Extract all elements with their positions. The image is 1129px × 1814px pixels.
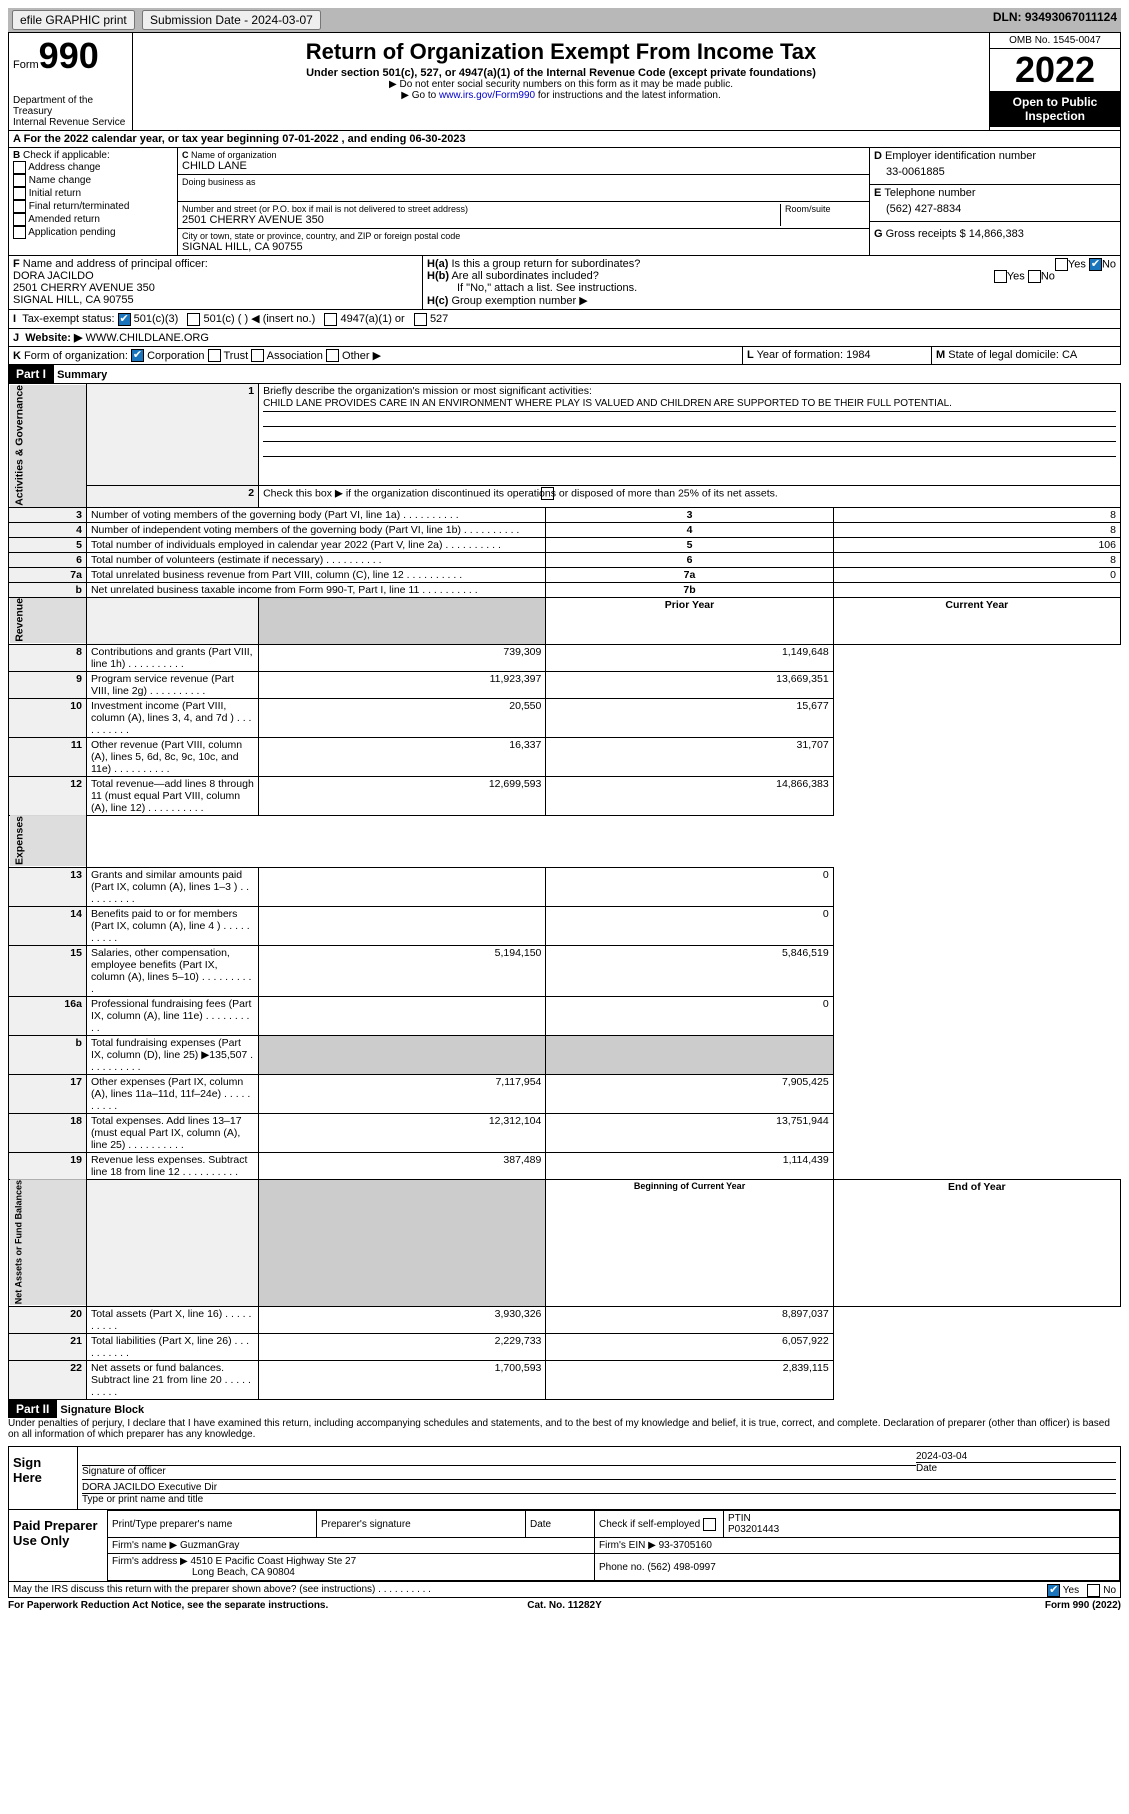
box-b-option[interactable]: Final return/terminated <box>13 200 173 213</box>
form-number: Form990 <box>13 35 128 77</box>
corp-checkbox[interactable] <box>131 349 144 362</box>
tax-period: For the 2022 calendar year, or tax year … <box>24 133 466 145</box>
table-row: bTotal fundraising expenses (Part IX, co… <box>9 1035 1121 1074</box>
form-subtitle: Under section 501(c), 527, or 4947(a)(1)… <box>137 67 985 79</box>
declaration: Under penalties of perjury, I declare th… <box>8 1418 1121 1440</box>
table-row: 5Total number of individuals employed in… <box>9 537 1121 552</box>
table-row: 3Number of voting members of the governi… <box>9 507 1121 522</box>
discuss-yes-checkbox[interactable] <box>1047 1584 1060 1597</box>
dln: DLN: 93493067011124 <box>993 10 1117 24</box>
instructions-note: ▶ Go to www.irs.gov/Form990 for instruct… <box>137 90 985 101</box>
box-b-option[interactable]: Address change <box>13 161 173 174</box>
table-row: 11Other revenue (Part VIII, column (A), … <box>9 737 1121 776</box>
table-row: 9Program service revenue (Part VIII, lin… <box>9 671 1121 698</box>
box-m: M State of legal domicile: CA <box>932 347 1120 365</box>
part2-header: Part II Signature Block <box>8 1400 1121 1418</box>
box-b-option[interactable]: Application pending <box>13 226 173 239</box>
box-g: G Gross receipts $ 14,866,383 <box>870 222 1120 246</box>
table-row: 10Investment income (Part VIII, column (… <box>9 698 1121 737</box>
box-b-option[interactable]: Initial return <box>13 187 173 200</box>
501c3-checkbox[interactable] <box>118 313 131 326</box>
box-h: H(a) Is this a group return for subordin… <box>423 256 1120 309</box>
footer: For Paperwork Reduction Act Notice, see … <box>8 1598 1121 1613</box>
box-b-option[interactable]: Amended return <box>13 213 173 226</box>
irs-label: Internal Revenue Service <box>13 117 128 128</box>
form-title: Return of Organization Exempt From Incom… <box>137 39 985 65</box>
hb-no-checkbox[interactable] <box>1028 270 1041 283</box>
tab-revenue: Revenue <box>9 597 87 644</box>
box-j: J Website: ▶ WWW.CHILDLANE.ORG <box>9 329 1120 346</box>
part1-table: Activities & Governance 1 Briefly descri… <box>8 383 1121 1400</box>
box-e: E Telephone number (562) 427-8834 <box>870 185 1120 222</box>
table-row: 6Total number of volunteers (estimate if… <box>9 552 1121 567</box>
ha-yes-checkbox[interactable] <box>1055 258 1068 271</box>
tax-year: 2022 <box>990 49 1120 91</box>
table-row: 22Net assets or fund balances. Subtract … <box>9 1361 1121 1400</box>
box-k: K Form of organization: Corporation Trus… <box>9 347 743 365</box>
501c-checkbox[interactable] <box>187 313 200 326</box>
open-inspection: Open to Public Inspection <box>990 91 1120 127</box>
part1-header: Part I Summary <box>8 365 1121 383</box>
omb-number: OMB No. 1545-0047 <box>990 33 1120 49</box>
table-row: 17Other expenses (Part IX, column (A), l… <box>9 1074 1121 1113</box>
box-c-street: Number and street (or P.O. box if mail i… <box>178 202 869 229</box>
box-f: F Name and address of principal officer:… <box>9 256 423 309</box>
box-l: L Year of formation: 1984 <box>743 347 932 365</box>
efile-button[interactable]: efile GRAPHIC print <box>12 10 135 30</box>
tab-activities: Activities & Governance <box>9 384 87 508</box>
submission-date-button[interactable]: Submission Date - 2024-03-07 <box>142 10 321 30</box>
table-row: 14Benefits paid to or for members (Part … <box>9 906 1121 945</box>
signature-block: Sign Here Signature of officer 2024-03-0… <box>8 1446 1121 1582</box>
period-row: A For the 2022 calendar year, or tax yea… <box>8 131 1121 148</box>
hb-yes-checkbox[interactable] <box>994 270 1007 283</box>
table-row: 18Total expenses. Add lines 13–17 (must … <box>9 1113 1121 1152</box>
self-employed-checkbox[interactable] <box>703 1518 716 1531</box>
box-b-option[interactable]: Name change <box>13 174 173 187</box>
box-b: B Check if applicable: Address change Na… <box>9 148 178 255</box>
trust-checkbox[interactable] <box>208 349 221 362</box>
table-row: 12Total revenue—add lines 8 through 11 (… <box>9 776 1121 815</box>
form-header: Form990 Department of the Treasury Inter… <box>8 32 1121 131</box>
dept-treasury: Department of the Treasury <box>13 95 128 117</box>
discuss-row: May the IRS discuss this return with the… <box>8 1582 1121 1598</box>
table-row: 13Grants and similar amounts paid (Part … <box>9 867 1121 906</box>
table-row: 4Number of independent voting members of… <box>9 522 1121 537</box>
discuss-no-checkbox[interactable] <box>1087 1584 1100 1597</box>
tab-expenses: Expenses <box>9 815 87 867</box>
table-row: 19Revenue less expenses. Subtract line 1… <box>9 1152 1121 1179</box>
box-d: D Employer identification number 33-0061… <box>870 148 1120 185</box>
irs-link[interactable]: www.irs.gov/Form990 <box>439 90 535 101</box>
table-row: 8Contributions and grants (Part VIII, li… <box>9 644 1121 671</box>
table-row: 7aTotal unrelated business revenue from … <box>9 567 1121 582</box>
4947-checkbox[interactable] <box>324 313 337 326</box>
table-row: 21Total liabilities (Part X, line 26)2,2… <box>9 1334 1121 1361</box>
ha-no-checkbox[interactable] <box>1089 258 1102 271</box>
topbar: efile GRAPHIC print Submission Date - 20… <box>8 8 1121 32</box>
tab-netassets: Net Assets or Fund Balances <box>9 1179 87 1306</box>
527-checkbox[interactable] <box>414 313 427 326</box>
mission-text: CHILD LANE PROVIDES CARE IN AN ENVIRONME… <box>263 397 1116 412</box>
ssn-note: ▶ Do not enter social security numbers o… <box>137 79 985 90</box>
box-i: I Tax-exempt status: 501(c)(3) 501(c) ( … <box>9 310 1120 328</box>
box-c-dba: Doing business as <box>178 175 869 202</box>
table-row: bNet unrelated business taxable income f… <box>9 582 1121 597</box>
box-c-name: C Name of organization CHILD LANE <box>178 148 869 175</box>
assoc-checkbox[interactable] <box>251 349 264 362</box>
table-row: 20Total assets (Part X, line 16)3,930,32… <box>9 1307 1121 1334</box>
box-c-city: City or town, state or province, country… <box>178 229 869 255</box>
table-row: 16aProfessional fundraising fees (Part I… <box>9 996 1121 1035</box>
other-checkbox[interactable] <box>326 349 339 362</box>
line2-checkbox[interactable] <box>541 487 554 500</box>
table-row: 15Salaries, other compensation, employee… <box>9 945 1121 996</box>
